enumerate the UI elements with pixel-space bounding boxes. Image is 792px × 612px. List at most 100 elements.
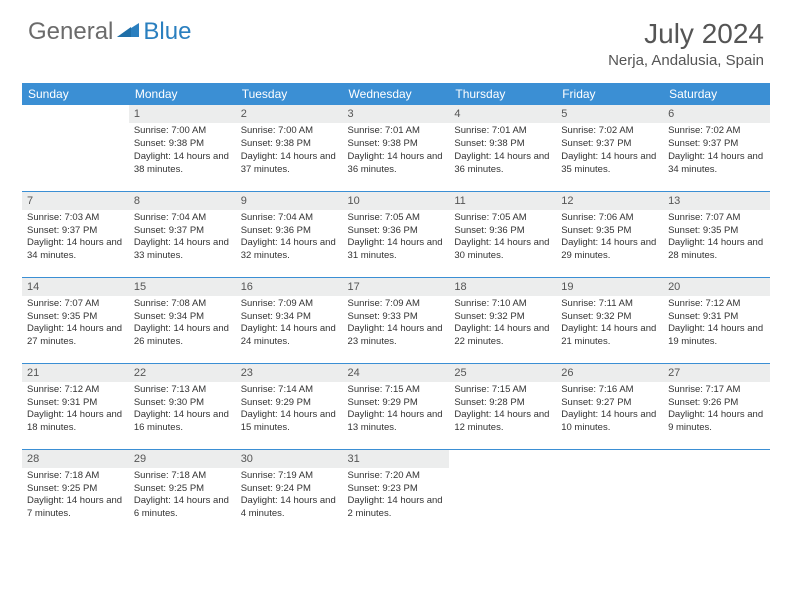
day-details: Sunrise: 7:15 AMSunset: 9:28 PMDaylight:… (449, 382, 556, 439)
calendar-cell (556, 449, 663, 535)
day-details: Sunrise: 7:13 AMSunset: 9:30 PMDaylight:… (129, 382, 236, 439)
calendar-cell: 21Sunrise: 7:12 AMSunset: 9:31 PMDayligh… (22, 363, 129, 449)
calendar-head: SundayMondayTuesdayWednesdayThursdayFrid… (22, 83, 770, 105)
calendar-cell: 31Sunrise: 7:20 AMSunset: 9:23 PMDayligh… (343, 449, 450, 535)
day-number: 13 (663, 192, 770, 210)
day-details: Sunrise: 7:09 AMSunset: 9:33 PMDaylight:… (343, 296, 450, 353)
calendar-row: 14Sunrise: 7:07 AMSunset: 9:35 PMDayligh… (22, 277, 770, 363)
day-number: 18 (449, 278, 556, 296)
calendar-cell: 26Sunrise: 7:16 AMSunset: 9:27 PMDayligh… (556, 363, 663, 449)
calendar-cell: 7Sunrise: 7:03 AMSunset: 9:37 PMDaylight… (22, 191, 129, 277)
day-details: Sunrise: 7:12 AMSunset: 9:31 PMDaylight:… (663, 296, 770, 353)
calendar-table: SundayMondayTuesdayWednesdayThursdayFrid… (22, 83, 770, 535)
day-details: Sunrise: 7:05 AMSunset: 9:36 PMDaylight:… (449, 210, 556, 267)
calendar-cell: 19Sunrise: 7:11 AMSunset: 9:32 PMDayligh… (556, 277, 663, 363)
day-number: 30 (236, 450, 343, 468)
day-details: Sunrise: 7:06 AMSunset: 9:35 PMDaylight:… (556, 210, 663, 267)
day-number: 31 (343, 450, 450, 468)
day-number: 25 (449, 364, 556, 382)
day-details: Sunrise: 7:04 AMSunset: 9:37 PMDaylight:… (129, 210, 236, 267)
day-number: 7 (22, 192, 129, 210)
calendar-cell: 3Sunrise: 7:01 AMSunset: 9:38 PMDaylight… (343, 105, 450, 191)
day-details: Sunrise: 7:03 AMSunset: 9:37 PMDaylight:… (22, 210, 129, 267)
day-number: 2 (236, 105, 343, 123)
day-number: 27 (663, 364, 770, 382)
calendar-cell: 15Sunrise: 7:08 AMSunset: 9:34 PMDayligh… (129, 277, 236, 363)
header: General Blue July 2024 Nerja, Andalusia,… (0, 0, 792, 77)
day-details: Sunrise: 7:14 AMSunset: 9:29 PMDaylight:… (236, 382, 343, 439)
day-details: Sunrise: 7:15 AMSunset: 9:29 PMDaylight:… (343, 382, 450, 439)
day-number: 20 (663, 278, 770, 296)
day-details: Sunrise: 7:11 AMSunset: 9:32 PMDaylight:… (556, 296, 663, 353)
day-number: 5 (556, 105, 663, 123)
calendar-row: 28Sunrise: 7:18 AMSunset: 9:25 PMDayligh… (22, 449, 770, 535)
day-number: 29 (129, 450, 236, 468)
day-details: Sunrise: 7:08 AMSunset: 9:34 PMDaylight:… (129, 296, 236, 353)
calendar-cell: 11Sunrise: 7:05 AMSunset: 9:36 PMDayligh… (449, 191, 556, 277)
day-header: Saturday (663, 83, 770, 105)
day-number: 21 (22, 364, 129, 382)
calendar-cell: 16Sunrise: 7:09 AMSunset: 9:34 PMDayligh… (236, 277, 343, 363)
day-details: Sunrise: 7:18 AMSunset: 9:25 PMDaylight:… (129, 468, 236, 525)
logo-text-general: General (28, 18, 113, 46)
day-details: Sunrise: 7:16 AMSunset: 9:27 PMDaylight:… (556, 382, 663, 439)
day-number: 15 (129, 278, 236, 296)
day-header: Monday (129, 83, 236, 105)
calendar-cell: 12Sunrise: 7:06 AMSunset: 9:35 PMDayligh… (556, 191, 663, 277)
day-header: Sunday (22, 83, 129, 105)
day-details: Sunrise: 7:12 AMSunset: 9:31 PMDaylight:… (22, 382, 129, 439)
day-number: 22 (129, 364, 236, 382)
day-number: 3 (343, 105, 450, 123)
day-header-row: SundayMondayTuesdayWednesdayThursdayFrid… (22, 83, 770, 105)
calendar-cell: 17Sunrise: 7:09 AMSunset: 9:33 PMDayligh… (343, 277, 450, 363)
day-details: Sunrise: 7:19 AMSunset: 9:24 PMDaylight:… (236, 468, 343, 525)
day-number: 28 (22, 450, 129, 468)
day-header: Thursday (449, 83, 556, 105)
calendar-cell: 30Sunrise: 7:19 AMSunset: 9:24 PMDayligh… (236, 449, 343, 535)
day-number: 1 (129, 105, 236, 123)
calendar-cell: 1Sunrise: 7:00 AMSunset: 9:38 PMDaylight… (129, 105, 236, 191)
calendar-cell (22, 105, 129, 191)
day-number: 24 (343, 364, 450, 382)
calendar-cell: 24Sunrise: 7:15 AMSunset: 9:29 PMDayligh… (343, 363, 450, 449)
logo-text-blue: Blue (143, 18, 191, 46)
day-number: 26 (556, 364, 663, 382)
calendar-cell: 5Sunrise: 7:02 AMSunset: 9:37 PMDaylight… (556, 105, 663, 191)
calendar-cell (449, 449, 556, 535)
day-details: Sunrise: 7:02 AMSunset: 9:37 PMDaylight:… (556, 123, 663, 180)
day-number: 14 (22, 278, 129, 296)
calendar-row: 21Sunrise: 7:12 AMSunset: 9:31 PMDayligh… (22, 363, 770, 449)
calendar-cell: 13Sunrise: 7:07 AMSunset: 9:35 PMDayligh… (663, 191, 770, 277)
logo: General Blue (28, 18, 191, 46)
calendar-cell: 29Sunrise: 7:18 AMSunset: 9:25 PMDayligh… (129, 449, 236, 535)
day-details: Sunrise: 7:10 AMSunset: 9:32 PMDaylight:… (449, 296, 556, 353)
day-number: 17 (343, 278, 450, 296)
calendar-cell: 2Sunrise: 7:00 AMSunset: 9:38 PMDaylight… (236, 105, 343, 191)
day-details: Sunrise: 7:17 AMSunset: 9:26 PMDaylight:… (663, 382, 770, 439)
calendar-cell: 27Sunrise: 7:17 AMSunset: 9:26 PMDayligh… (663, 363, 770, 449)
calendar-row: 1Sunrise: 7:00 AMSunset: 9:38 PMDaylight… (22, 105, 770, 191)
calendar-cell: 8Sunrise: 7:04 AMSunset: 9:37 PMDaylight… (129, 191, 236, 277)
day-number: 8 (129, 192, 236, 210)
calendar-cell: 10Sunrise: 7:05 AMSunset: 9:36 PMDayligh… (343, 191, 450, 277)
day-details: Sunrise: 7:04 AMSunset: 9:36 PMDaylight:… (236, 210, 343, 267)
day-header: Tuesday (236, 83, 343, 105)
calendar-cell: 18Sunrise: 7:10 AMSunset: 9:32 PMDayligh… (449, 277, 556, 363)
day-details: Sunrise: 7:07 AMSunset: 9:35 PMDaylight:… (663, 210, 770, 267)
day-number: 9 (236, 192, 343, 210)
day-number: 10 (343, 192, 450, 210)
calendar-cell: 9Sunrise: 7:04 AMSunset: 9:36 PMDaylight… (236, 191, 343, 277)
day-details: Sunrise: 7:20 AMSunset: 9:23 PMDaylight:… (343, 468, 450, 525)
day-details: Sunrise: 7:01 AMSunset: 9:38 PMDaylight:… (343, 123, 450, 180)
month-title: July 2024 (608, 18, 764, 50)
day-number: 6 (663, 105, 770, 123)
day-number: 23 (236, 364, 343, 382)
calendar-cell: 25Sunrise: 7:15 AMSunset: 9:28 PMDayligh… (449, 363, 556, 449)
day-header: Friday (556, 83, 663, 105)
location: Nerja, Andalusia, Spain (608, 52, 764, 69)
day-details: Sunrise: 7:00 AMSunset: 9:38 PMDaylight:… (236, 123, 343, 180)
day-details: Sunrise: 7:18 AMSunset: 9:25 PMDaylight:… (22, 468, 129, 525)
calendar-cell: 28Sunrise: 7:18 AMSunset: 9:25 PMDayligh… (22, 449, 129, 535)
day-details: Sunrise: 7:00 AMSunset: 9:38 PMDaylight:… (129, 123, 236, 180)
day-details: Sunrise: 7:02 AMSunset: 9:37 PMDaylight:… (663, 123, 770, 180)
